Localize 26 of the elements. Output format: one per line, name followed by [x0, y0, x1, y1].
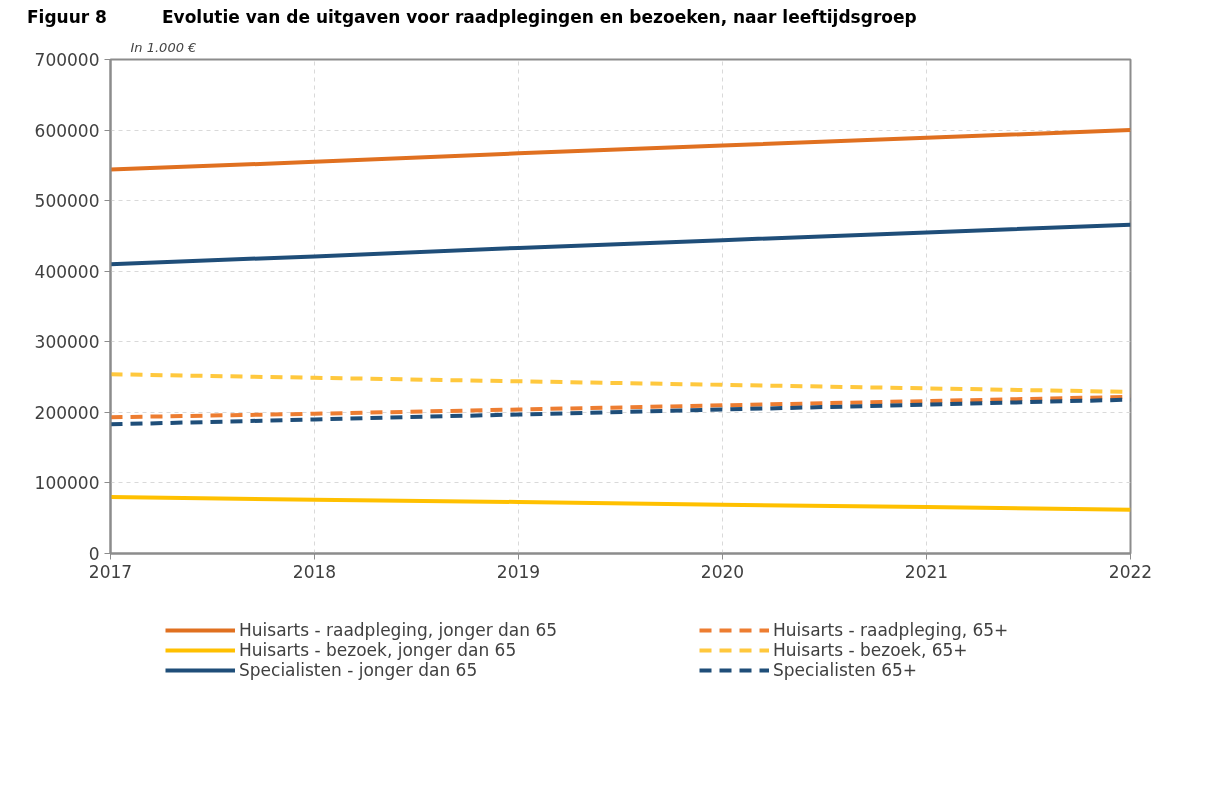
y-tick-label: 0: [88, 544, 100, 564]
x-tick-label: 2021: [904, 561, 949, 582]
x-tick-label: 2019: [496, 561, 541, 582]
y-tick-label: 100000: [34, 473, 100, 494]
legend-label: Huisarts - raadpleging, jonger dan 65: [239, 620, 559, 640]
y-tick-label: 400000: [34, 261, 100, 282]
x-tick-label: 2017: [88, 561, 133, 582]
x-tick-label: 2018: [292, 561, 337, 582]
line-series: [110, 495, 1131, 512]
line-series: [110, 128, 1131, 172]
x-tick-label: 2022: [1108, 561, 1153, 582]
legend-label: Huisarts - raadpleging, 65+: [773, 620, 1010, 640]
legend-label: Huisarts - bezoek, jonger dan 65: [239, 640, 518, 660]
y-tick-label: 700000: [34, 50, 100, 70]
legend-label: Specialisten 65+: [773, 660, 918, 680]
line-series: [110, 222, 1131, 267]
y-tick-label: 200000: [34, 402, 100, 423]
text: Figuur 8: [27, 6, 108, 29]
chart-subtitle: In 1.000 €: [130, 39, 197, 55]
legend-label: Specialisten - jonger dan 65: [239, 660, 479, 680]
y-tick-label: 500000: [34, 191, 100, 212]
y-tick-label: 300000: [34, 332, 100, 353]
y-tick-label: 600000: [34, 120, 100, 141]
legend-label: Huisarts - bezoek, 65+: [773, 640, 969, 660]
chart-title: Evolutie van de uitgaven voor raadplegingen en bezoeken, naar leeftijdsgroep: [162, 7, 917, 27]
x-tick-label: 2020: [700, 561, 745, 582]
